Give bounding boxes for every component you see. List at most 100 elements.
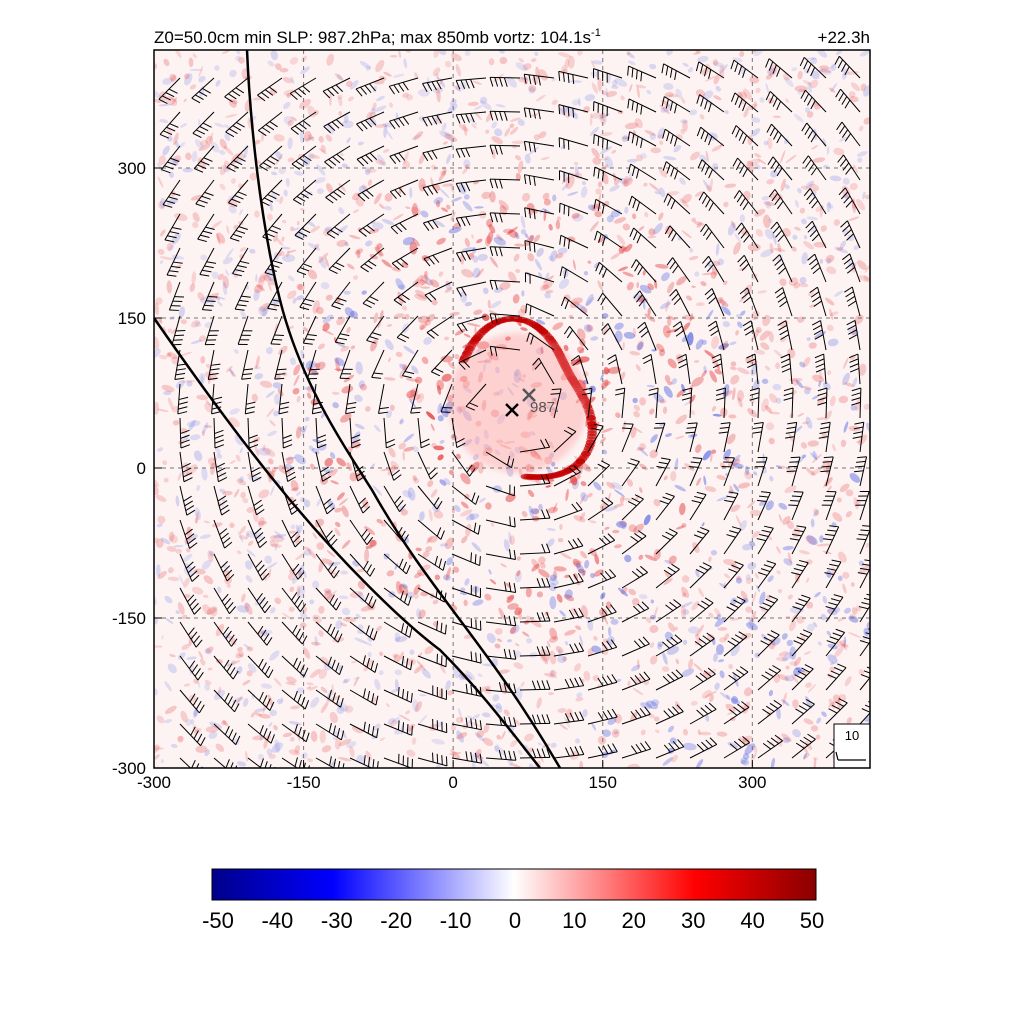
- vorticity-cell: [657, 641, 664, 648]
- vorticity-cell: [448, 226, 462, 234]
- vorticity-cell: [414, 72, 419, 79]
- vorticity-cell: [386, 130, 393, 140]
- vorticity-cell: [252, 509, 259, 523]
- vorticity-cell: [345, 741, 357, 748]
- vorticity-cell: [177, 602, 185, 615]
- vorticity-cell: [266, 408, 275, 418]
- vorticity-cell: [681, 193, 692, 204]
- vorticity-cell: [826, 257, 832, 265]
- vorticity-cell: [209, 131, 214, 143]
- vorticity-cell: [453, 504, 461, 512]
- vorticity-cell: [613, 489, 625, 497]
- vorticity-cell: [657, 643, 662, 650]
- vorticity-cell: [463, 194, 470, 200]
- vorticity-cell: [456, 730, 465, 743]
- vorticity-cell: [829, 311, 839, 317]
- vorticity-cell: [543, 198, 551, 206]
- vorticity-cell: [538, 556, 546, 565]
- vorticity-cell: [190, 719, 195, 725]
- vorticity-cell: [166, 242, 173, 251]
- vorticity-cell: [310, 696, 320, 708]
- vorticity-cell: [782, 515, 791, 525]
- vorticity-cell: [549, 596, 557, 610]
- vorticity-cell: [806, 337, 811, 341]
- vorticity-cell: [292, 388, 300, 395]
- vorticity-cell: [806, 623, 815, 632]
- vorticity-cell: [500, 563, 507, 568]
- vorticity-cell: [667, 622, 676, 632]
- eyewall-cell: [520, 473, 531, 480]
- vorticity-cell: [274, 63, 282, 71]
- vorticity-cell: [773, 673, 781, 683]
- vorticity-cell: [732, 387, 736, 401]
- vorticity-cell: [650, 147, 662, 154]
- vorticity-cell: [693, 221, 705, 226]
- vorticity-cell: [430, 423, 435, 432]
- vorticity-cell: [754, 349, 766, 355]
- vorticity-cell: [755, 87, 761, 94]
- vorticity-cell: [271, 742, 283, 753]
- vorticity-cell: [305, 360, 314, 370]
- vorticity-cell: [170, 743, 178, 748]
- vorticity-cell: [741, 735, 753, 743]
- vorticity-cell: [813, 508, 820, 516]
- vorticity-cell: [393, 654, 401, 663]
- vorticity-cell: [713, 95, 722, 101]
- vorticity-cell: [306, 392, 312, 399]
- vorticity-cell: [715, 644, 724, 656]
- vorticity-cell: [447, 361, 456, 370]
- vorticity-cell: [282, 219, 287, 224]
- vorticity-cell: [534, 51, 539, 57]
- vorticity-cell: [621, 497, 633, 501]
- vorticity-cell: [819, 535, 824, 543]
- vorticity-cell: [826, 201, 831, 213]
- vorticity-cell: [287, 137, 293, 150]
- vorticity-cell: [402, 160, 411, 169]
- vorticity-cell: [467, 101, 479, 107]
- vorticity-cell: [584, 94, 596, 102]
- vorticity-cell: [726, 433, 736, 445]
- vorticity-cell: [508, 271, 517, 283]
- vorticity-cell: [653, 393, 665, 403]
- vorticity-cell: [445, 680, 451, 691]
- vorticity-cell: [782, 545, 794, 551]
- vorticity-cell: [418, 609, 426, 619]
- vorticity-cell: [200, 373, 206, 385]
- vorticity-cell: [464, 301, 473, 307]
- vorticity-cell: [446, 153, 452, 164]
- vorticity-cell: [394, 678, 399, 692]
- vorticity-cell: [570, 297, 583, 305]
- y-tick-label: 150: [118, 309, 146, 328]
- vorticity-cell: [548, 692, 554, 696]
- vorticity-cell: [499, 281, 511, 290]
- vorticity-cell: [749, 509, 762, 517]
- vorticity-cell: [633, 523, 644, 534]
- colorbar-label: -20: [380, 908, 412, 933]
- vorticity-cell: [689, 247, 694, 253]
- vorticity-cell: [530, 58, 537, 62]
- vorticity-cell: [222, 490, 233, 496]
- vorticity-cell: [177, 472, 182, 481]
- vorticity-cell: [830, 82, 838, 93]
- vorticity-cell: [624, 243, 633, 253]
- vorticity-cell: [186, 464, 198, 476]
- vorticity-cell: [548, 223, 553, 231]
- vorticity-cell: [786, 639, 794, 647]
- vorticity-cell: [848, 216, 860, 222]
- vorticity-cell: [654, 191, 661, 195]
- vorticity-cell: [211, 522, 223, 528]
- vorticity-cell: [459, 592, 467, 596]
- vorticity-cell: [395, 581, 403, 595]
- vorticity-cell: [238, 653, 244, 657]
- vorticity-cell: [340, 413, 352, 423]
- vorticity-cell: [654, 279, 658, 289]
- vorticity-cell: [778, 502, 788, 510]
- vorticity-cell: [450, 724, 457, 731]
- vorticity-cell: [836, 497, 842, 503]
- colorbar-label: -10: [440, 908, 472, 933]
- vorticity-cell: [843, 636, 847, 648]
- vorticity-cell: [332, 737, 338, 740]
- vorticity-cell: [159, 118, 169, 124]
- vorticity-cell: [375, 625, 382, 632]
